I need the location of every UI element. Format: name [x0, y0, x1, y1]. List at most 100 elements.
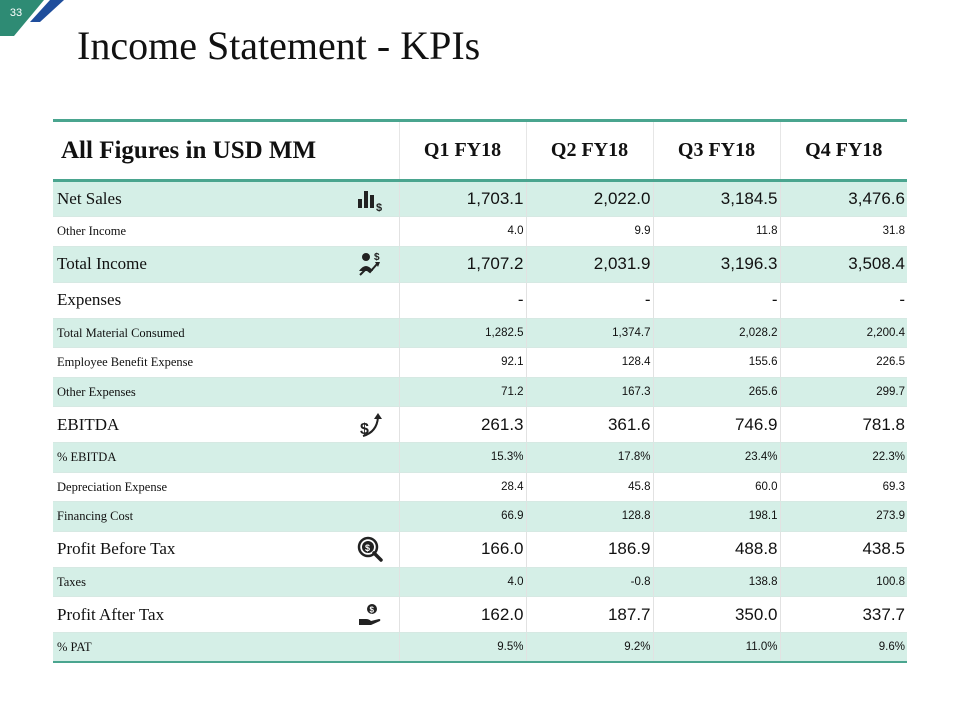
row-label: Financing Cost: [57, 509, 134, 524]
value-cell-q4: 781.8: [779, 406, 907, 443]
value-cell-q4: 226.5: [779, 347, 907, 378]
svg-text:$: $: [360, 421, 369, 438]
value-cell-q4: 3,476.6: [779, 180, 907, 217]
svg-text:$: $: [376, 202, 382, 212]
value-cell-q3: 3,196.3: [652, 246, 780, 283]
value-cell-q1: 4.0: [398, 216, 526, 247]
value-cell-q3: 23.4%: [652, 442, 780, 473]
value-cell-q1: 71.2: [398, 377, 526, 407]
value-cell-q1: 261.3: [398, 406, 526, 443]
value-cell-q1: 166.0: [398, 531, 526, 568]
table-row: % PAT 9.5% 9.2% 11.0% 9.6%: [53, 632, 907, 663]
value-cell-q4: 22.3%: [779, 442, 907, 473]
value-cell-q4: 9.6%: [779, 632, 907, 663]
value-cell-q4: 100.8: [779, 567, 907, 597]
value-cell-q1: 1,703.1: [398, 180, 526, 217]
row-label: Net Sales: [57, 189, 122, 208]
value-cell-q4: 3,508.4: [779, 246, 907, 283]
svg-text:$: $: [365, 543, 370, 553]
row-label-cell: Financing Cost: [53, 501, 399, 532]
value-cell-q1: 92.1: [398, 347, 526, 378]
value-cell-q1: 1,282.5: [398, 318, 526, 348]
dollar-up-arrow-icon: $: [357, 412, 383, 438]
table-row: Total Income $1,707.2 2,031.9 3,196.3 3,508.…: [53, 246, 907, 283]
value-cell-q2: -0.8: [525, 567, 653, 597]
table-row: EBITDA $261.3 361.6 746.9 781.8: [53, 406, 907, 443]
person-growth-dollar-icon: $: [357, 251, 383, 277]
value-cell-q3: 488.8: [652, 531, 780, 568]
table-row: Net Sales $1,703.1 2,022.0 3,184.5 3,476.6: [53, 180, 907, 217]
value-cell-q4: 31.8: [779, 216, 907, 247]
value-cell-q3: 746.9: [652, 406, 780, 443]
value-cell-q1: 1,707.2: [398, 246, 526, 283]
row-label-cell: % PAT: [53, 632, 399, 663]
value-cell-q4: 337.7: [779, 596, 907, 633]
svg-text:$: $: [369, 605, 374, 614]
value-cell-q2: 9.9: [525, 216, 653, 247]
value-cell-q2: 9.2%: [525, 632, 653, 663]
kpi-table-container: All Figures in USD MM Q1 FY18 Q2 FY18 Q3…: [53, 119, 907, 663]
value-cell-q4: 2,200.4: [779, 318, 907, 348]
row-label-cell: Other Income: [53, 216, 399, 247]
header-q4: Q4 FY18: [779, 119, 907, 182]
bar-chart-dollar-icon: $: [357, 186, 383, 214]
value-cell-q1: -: [398, 282, 526, 319]
row-label: Depreciation Expense: [57, 479, 168, 494]
row-label: Other Expenses: [57, 384, 136, 399]
row-label: % PAT: [57, 640, 92, 654]
table-row: Taxes 4.0 -0.8 138.8 100.8: [53, 567, 907, 597]
value-cell-q3: 11.8: [652, 216, 780, 247]
value-cell-q2: 186.9: [525, 531, 653, 568]
table-row: Financing Cost 66.9 128.8 198.1 273.9: [53, 501, 907, 532]
row-label-cell: Expenses: [53, 282, 399, 319]
table-row: Expenses - - - -: [53, 282, 907, 319]
page-title: Income Statement - KPIs: [77, 23, 481, 68]
header-q1: Q1 FY18: [398, 119, 526, 182]
row-label-cell: Profit Before Tax $: [53, 531, 399, 568]
row-label-cell: Profit After Tax $: [53, 596, 399, 633]
value-cell-q4: 438.5: [779, 531, 907, 568]
row-label-cell: Employee Benefit Expense: [53, 347, 399, 378]
svg-text:$: $: [374, 252, 380, 263]
row-label: Taxes: [57, 574, 86, 589]
table-row: Depreciation Expense 28.4 45.8 60.0 69.3: [53, 472, 907, 502]
value-cell-q3: -: [652, 282, 780, 319]
header-units: All Figures in USD MM: [53, 119, 399, 182]
value-cell-q4: -: [779, 282, 907, 319]
value-cell-q2: 128.8: [525, 501, 653, 532]
value-cell-q3: 138.8: [652, 567, 780, 597]
row-label: Profit Before Tax: [57, 539, 176, 558]
value-cell-q2: 17.8%: [525, 442, 653, 473]
row-label-cell: Other Expenses: [53, 377, 399, 407]
row-label: Total Income: [57, 254, 147, 273]
value-cell-q2: 2,031.9: [525, 246, 653, 283]
value-cell-q2: 167.3: [525, 377, 653, 407]
value-cell-q3: 198.1: [652, 501, 780, 532]
hand-money-icon: $: [357, 602, 383, 628]
value-cell-q3: 3,184.5: [652, 180, 780, 217]
value-cell-q1: 9.5%: [398, 632, 526, 663]
value-cell-q1: 4.0: [398, 567, 526, 597]
value-cell-q2: 45.8: [525, 472, 653, 502]
table-row: Profit Before Tax $166.0 186.9 488.8 438.5: [53, 531, 907, 568]
header-q3: Q3 FY18: [652, 119, 780, 182]
row-label-cell: Depreciation Expense: [53, 472, 399, 502]
slide-number: 33: [9, 7, 23, 19]
table-row: Other Expenses 71.2 167.3 265.6 299.7: [53, 377, 907, 407]
value-cell-q1: 28.4: [398, 472, 526, 502]
value-cell-q2: 1,374.7: [525, 318, 653, 348]
row-label: EBITDA: [57, 414, 120, 434]
value-cell-q4: 69.3: [779, 472, 907, 502]
value-cell-q2: 128.4: [525, 347, 653, 378]
row-label: Profit After Tax: [57, 604, 165, 624]
table-row: Employee Benefit Expense 92.1 128.4 155.6 22…: [53, 347, 907, 378]
row-label-cell: Taxes: [53, 567, 399, 597]
row-label-cell: Net Sales $: [53, 180, 399, 217]
table-row: Total Material Consumed 1,282.5 1,374.7 2,0…: [53, 318, 907, 348]
value-cell-q1: 162.0: [398, 596, 526, 633]
value-cell-q1: 15.3%: [398, 442, 526, 473]
row-label: Employee Benefit Expense: [57, 355, 194, 370]
row-label-cell: % EBITDA: [53, 442, 399, 473]
value-cell-q3: 155.6: [652, 347, 780, 378]
value-cell-q3: 265.6: [652, 377, 780, 407]
